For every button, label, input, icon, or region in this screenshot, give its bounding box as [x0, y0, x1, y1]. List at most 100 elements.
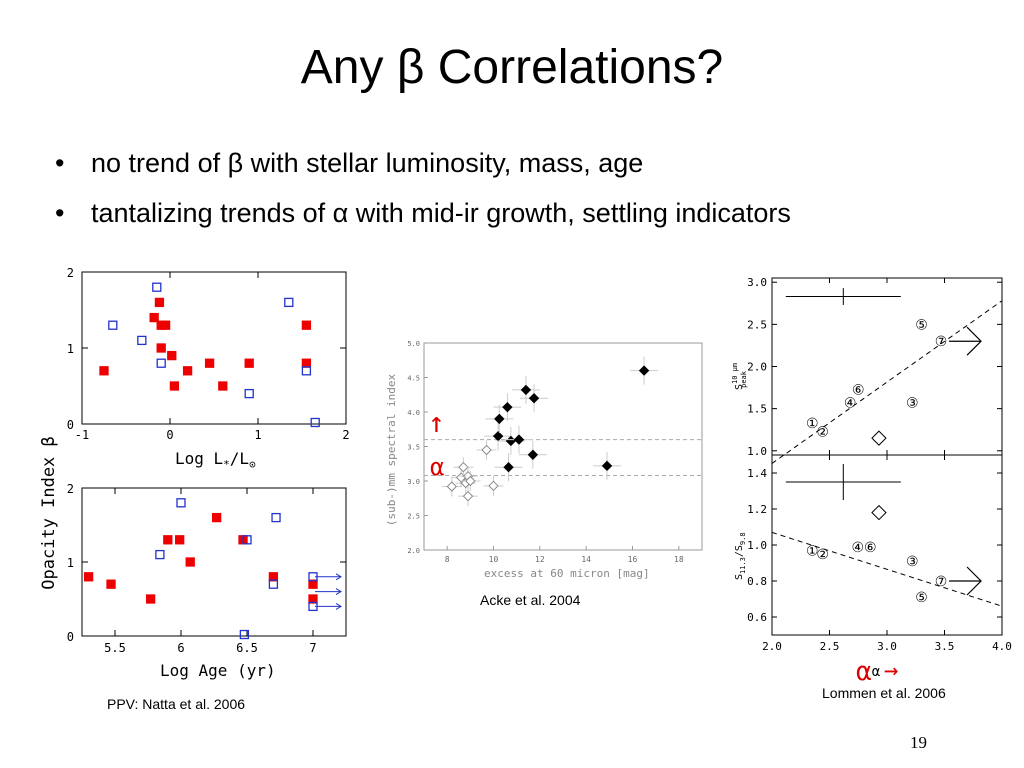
y-tick-label: 2.5 — [747, 318, 767, 331]
y-tick-label: 1.2 — [747, 503, 767, 516]
filled-diamond-point — [520, 384, 532, 396]
y-tick-label: 5.0 — [407, 340, 420, 348]
y-tick-label: 0.6 — [747, 611, 767, 624]
alpha-right-arrow: → — [884, 656, 898, 684]
y-tick-label: 2.0 — [747, 361, 767, 374]
filled-square-point — [106, 579, 116, 589]
x-tick-label: 2.5 — [820, 640, 840, 653]
y-tick-label: 1.0 — [747, 539, 767, 552]
acke-frame — [423, 342, 703, 551]
y-axis-label: S11.3/S9.8 — [734, 532, 747, 580]
limit-arrow-head — [335, 602, 342, 610]
filled-square-point — [160, 320, 171, 330]
y-tick-label: 3.0 — [747, 276, 767, 289]
filled-square-point — [204, 358, 215, 368]
filled-square-point — [301, 358, 312, 368]
y-tick-label: 1.5 — [747, 403, 767, 416]
slide-title: Any β Correlations? — [300, 41, 724, 94]
y-tick-label: 4.5 — [407, 375, 420, 383]
filled-square-point — [154, 297, 165, 308]
open-square-point — [108, 320, 118, 330]
open-diamond-point — [458, 461, 469, 473]
x-tick-label: 2 — [342, 428, 349, 442]
filled-square-point — [185, 557, 195, 567]
natta-caption: PPV: Natta et al. 2006 — [107, 696, 246, 712]
numbered-point: ③ — [906, 396, 919, 412]
y-tick-label: 2 — [67, 482, 74, 496]
x-tick-label: 7 — [309, 641, 316, 655]
filled-diamond-point — [601, 460, 613, 472]
diamond-point — [871, 504, 887, 521]
acke-caption: Acke et al. 2004 — [480, 592, 581, 608]
x-tick-label: 6.5 — [236, 641, 258, 655]
open-square-point — [284, 297, 294, 308]
filled-square-point — [163, 535, 173, 545]
slide-number: 19 — [910, 733, 927, 752]
natta-ylabel: Opacity Index β — [39, 436, 59, 590]
numbered-point: ⑦ — [935, 334, 948, 350]
open-square-point — [301, 366, 312, 376]
numbered-point: ① — [806, 416, 819, 432]
filled-diamond-point — [513, 434, 525, 445]
y-axis-label: (sub-)mm spectral index — [385, 373, 398, 526]
filled-square-point — [244, 358, 254, 368]
trend-line — [771, 300, 1003, 464]
natta-age-frame — [81, 487, 347, 637]
y-tick-label: 0 — [67, 418, 74, 432]
x-tick-label: 2.0 — [762, 640, 782, 653]
numbered-point: ③ — [906, 554, 919, 570]
bullet-text: no trend of β with stellar luminosity, m… — [91, 148, 644, 178]
numbered-point: ⑤ — [915, 317, 928, 333]
x-tick-label: 18 — [674, 555, 684, 564]
y-tick-label: 1 — [67, 556, 74, 570]
x-tick-label: 14 — [581, 555, 591, 564]
x-tick-label: 4.0 — [992, 640, 1012, 653]
numbered-point: ① — [806, 543, 819, 559]
y-tick-label: 3.5 — [407, 444, 420, 452]
y-tick-label: 1.0 — [747, 445, 767, 458]
numbered-point: ⑦ — [935, 574, 948, 590]
filled-square-point — [301, 320, 312, 330]
lommen-plots: 1.01.52.02.53.0①②③④⑤⑥⑦0.60.81.01.21.42.0… — [731, 276, 1012, 687]
numbered-point: ② — [816, 547, 829, 563]
numbered-point: ⑤ — [915, 590, 928, 606]
bullet-item: • tantalizing trends of α with mid-ir gro… — [55, 196, 791, 230]
filled-diamond-point — [494, 413, 505, 425]
filled-square-point — [182, 366, 193, 376]
y-axis-label: S10 μmpeak — [731, 363, 748, 390]
limit-arrow-head — [335, 588, 342, 596]
x-tick-label: 8 — [445, 555, 450, 564]
filled-diamond-point — [505, 435, 517, 447]
limit-arrow-head — [335, 573, 342, 581]
lommen-figure: 1.0 1.5 2.0 2.5 3.0 ① ② ③ ④ ⑤ ⑥ ⑦ 0.6 0.8 1.0 1.2 1.4 2.0… — [728, 268, 1018, 688]
x-tick-label: 10 — [489, 555, 499, 564]
open-square-point — [242, 535, 252, 545]
x-axis-label: excess at 60 micron [mag] — [484, 567, 650, 580]
limit-arrow-head — [966, 326, 982, 356]
acke-figure: 8 10 12 14 16 18 2.0 2.5 3.0 3.5 4.0 4.5 5.0 excess a… — [380, 335, 710, 585]
open-square-point — [239, 629, 250, 640]
filled-diamond-point — [528, 392, 540, 404]
natta-figure: Opacity Index β -1 0 1 2 0 1 2 Log L*/L⊙ 5.5 6 6.5… — [30, 258, 360, 688]
open-diamond-point — [465, 475, 476, 487]
lommen-caption: Lommen et al. 2006 — [822, 685, 946, 701]
filled-square-point — [83, 572, 94, 582]
open-diamond-point — [446, 481, 458, 492]
alpha-label: α — [430, 453, 444, 481]
numbered-point: ④ — [844, 396, 857, 412]
bullet-dot: • — [55, 198, 65, 228]
natta-lum-frame — [81, 271, 347, 425]
x-tick-label: 12 — [535, 555, 545, 564]
x-tick-label: 6 — [177, 641, 184, 655]
x-axis-label: α — [872, 664, 881, 680]
x-tick-label: 16 — [628, 555, 638, 564]
filled-diamond-point — [638, 365, 650, 376]
filled-square-point — [167, 350, 177, 361]
x-axis-label: Log L*/L⊙ — [175, 449, 256, 471]
limit-arrow-head — [966, 566, 982, 596]
x-tick-label: 1 — [254, 428, 261, 442]
numbered-point: ② — [816, 424, 829, 440]
open-square-point — [176, 498, 186, 508]
y-tick-label: 4.0 — [407, 409, 420, 417]
